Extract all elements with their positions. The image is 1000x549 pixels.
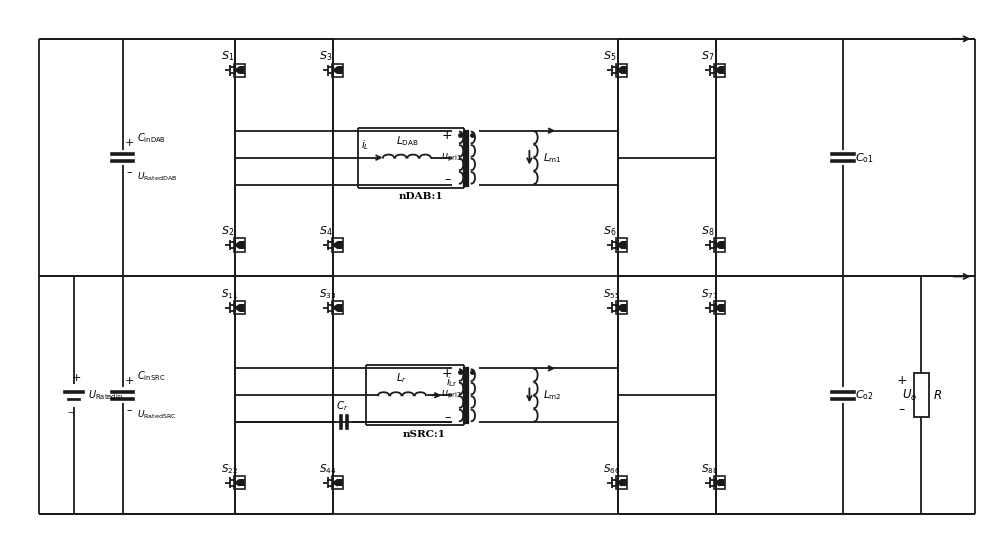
Text: $L_r$: $L_r$ [396, 372, 408, 385]
Text: $U_{\mathrm{RatedSRC}}$: $U_{\mathrm{RatedSRC}}$ [137, 408, 177, 421]
Polygon shape [235, 67, 239, 74]
Bar [714, 476, 725, 489]
Text: $C_{\mathrm{inSRC}}$: $C_{\mathrm{inSRC}}$ [137, 369, 166, 383]
Bar [616, 476, 627, 489]
Text: $S_{3}$: $S_{3}$ [319, 49, 333, 63]
Text: $S_{77}$: $S_{77}$ [701, 287, 719, 301]
Text: $U_o$: $U_o$ [902, 388, 917, 403]
Text: $S_{4}$: $S_{4}$ [319, 224, 333, 238]
Text: nSRC:1: nSRC:1 [403, 430, 446, 439]
Bar [714, 238, 725, 252]
Text: $L_{\mathrm{m2}}$: $L_{\mathrm{m2}}$ [543, 388, 562, 402]
Text: $S_{2}$: $S_{2}$ [221, 224, 234, 238]
Bar [234, 301, 245, 315]
Bar [332, 64, 343, 77]
Polygon shape [617, 67, 622, 74]
Bar [332, 238, 343, 252]
Text: $S_{44}$: $S_{44}$ [319, 462, 337, 475]
Text: –: – [127, 405, 132, 415]
Text: $i_{\mathrm{Lr}}$: $i_{\mathrm{Lr}}$ [446, 376, 458, 389]
Bar [234, 476, 245, 489]
Bar [616, 238, 627, 252]
Text: $R$: $R$ [933, 389, 942, 402]
Text: $u_{\mathrm{pri2}}$: $u_{\mathrm{pri2}}$ [441, 389, 461, 401]
Polygon shape [715, 242, 720, 248]
Polygon shape [715, 305, 720, 311]
Bar [332, 301, 343, 315]
Bar [616, 301, 627, 315]
Text: $u_{\mathrm{pri1}}$: $u_{\mathrm{pri1}}$ [441, 152, 461, 164]
Polygon shape [617, 242, 622, 248]
Bar [234, 238, 245, 252]
Text: $U_{\mathrm{Ratedin}}$: $U_{\mathrm{Ratedin}}$ [88, 388, 123, 402]
Text: $C_{\mathrm{o2}}$: $C_{\mathrm{o2}}$ [855, 388, 873, 402]
Polygon shape [617, 480, 622, 486]
Bar [714, 64, 725, 77]
Text: –: – [899, 404, 905, 417]
Polygon shape [333, 242, 337, 248]
Text: +: + [896, 374, 907, 387]
Text: –: – [444, 173, 450, 186]
Polygon shape [333, 305, 337, 311]
Bar [714, 301, 725, 315]
Text: $S_{88}$: $S_{88}$ [701, 462, 719, 475]
Bar [234, 64, 245, 77]
Text: $C_{\mathrm{inDAB}}$: $C_{\mathrm{inDAB}}$ [137, 131, 166, 145]
Text: $i_L$: $i_L$ [361, 138, 369, 152]
Polygon shape [235, 480, 239, 486]
Polygon shape [235, 242, 239, 248]
Text: $L_{\mathrm{m1}}$: $L_{\mathrm{m1}}$ [543, 151, 562, 165]
Polygon shape [235, 305, 239, 311]
Text: +: + [442, 129, 452, 142]
Text: $S_{5}$: $S_{5}$ [603, 49, 617, 63]
Bar [332, 476, 343, 489]
Text: $L_{\mathrm{DAB}}$: $L_{\mathrm{DAB}}$ [396, 134, 418, 148]
Polygon shape [715, 67, 720, 74]
Text: $C_r$: $C_r$ [336, 400, 348, 413]
Text: $S_{22}$: $S_{22}$ [221, 462, 238, 475]
Text: $S_{7}$: $S_{7}$ [701, 49, 715, 63]
Text: +: + [442, 367, 452, 380]
Text: +: + [125, 138, 134, 148]
Polygon shape [715, 480, 720, 486]
Text: –: – [127, 167, 132, 177]
Bar [914, 373, 929, 417]
Text: $S_{55}$: $S_{55}$ [603, 287, 621, 301]
Text: $S_{1}$: $S_{1}$ [221, 49, 234, 63]
Text: $S_{6}$: $S_{6}$ [603, 224, 617, 238]
Text: $S_{33}$: $S_{33}$ [319, 287, 336, 301]
Text: +: + [125, 376, 134, 385]
Polygon shape [333, 480, 337, 486]
Text: $S_{8}$: $S_{8}$ [701, 224, 715, 238]
Text: $S_{66}$: $S_{66}$ [603, 462, 621, 475]
Polygon shape [333, 67, 337, 74]
Text: –: – [67, 406, 73, 419]
Text: $U_{\mathrm{RatedDAB}}$: $U_{\mathrm{RatedDAB}}$ [137, 170, 178, 183]
Text: $S_{11}$: $S_{11}$ [221, 287, 238, 301]
Bar [616, 64, 627, 77]
Text: –: – [444, 411, 450, 424]
Text: nDAB:1: nDAB:1 [398, 193, 443, 201]
Text: +: + [72, 373, 81, 383]
Polygon shape [617, 305, 622, 311]
Text: $C_{\mathrm{o1}}$: $C_{\mathrm{o1}}$ [855, 151, 874, 165]
